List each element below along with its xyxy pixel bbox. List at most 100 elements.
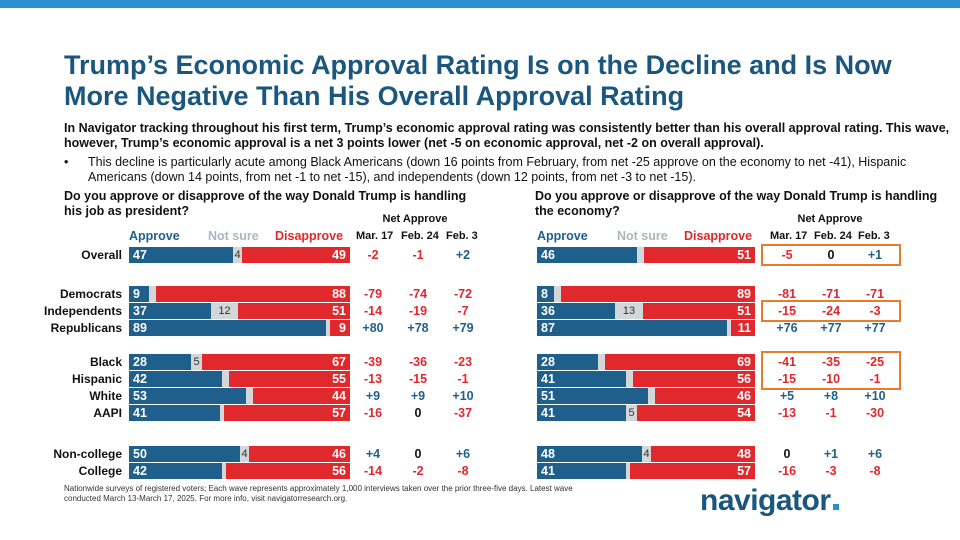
approve-value: 87 <box>541 321 555 335</box>
disapprove-value: 48 <box>737 447 751 461</box>
highlight-box <box>761 244 901 266</box>
approve-bar: 46 <box>537 247 637 263</box>
net-approve-value: -1 <box>412 248 424 262</box>
not-sure-value: 5 <box>628 407 635 419</box>
net-column-header: Feb. 3 <box>446 230 478 242</box>
net-approve-value: -14 <box>363 464 383 478</box>
not-sure-bar <box>554 286 561 302</box>
net-approve-value: -3 <box>869 304 881 318</box>
row-label: Non-college <box>53 447 122 461</box>
disapprove-value: 54 <box>737 406 751 420</box>
legend-disapprove: Disapprove <box>275 229 344 243</box>
net-approve-value: -15 <box>777 304 797 318</box>
row-label: College <box>78 464 122 478</box>
approve-bar: 28 <box>129 354 191 370</box>
approve-bar: 50 <box>129 446 240 462</box>
net-approve-value: +78 <box>407 321 429 335</box>
net-approve-value: -19 <box>408 304 428 318</box>
net-approve-value: +77 <box>820 321 842 335</box>
approve-value: 51 <box>541 389 555 403</box>
disapprove-bar: 11 <box>731 320 755 336</box>
disapprove-bar: 46 <box>249 446 350 462</box>
disapprove-bar: 55 <box>229 371 350 387</box>
legend-not-sure: Not sure <box>208 229 259 243</box>
approve-bar: 28 <box>537 354 598 370</box>
approve-bar: 41 <box>537 405 626 421</box>
approve-value: 50 <box>133 447 147 461</box>
not-sure-bar: 4 <box>642 446 651 462</box>
net-approve-value: -74 <box>408 287 428 301</box>
approve-value: 41 <box>541 406 555 420</box>
not-sure-bar <box>222 463 226 479</box>
disapprove-bar: 51 <box>238 303 350 319</box>
net-approve-value: -72 <box>453 287 473 301</box>
net-approve-value: +1 <box>867 248 883 262</box>
not-sure-bar <box>648 388 655 404</box>
not-sure-bar <box>220 405 224 421</box>
approve-value: 47 <box>133 248 147 262</box>
net-approve-value: -71 <box>821 287 841 301</box>
approve-bar: 87 <box>537 320 727 336</box>
disapprove-bar: 88 <box>156 286 350 302</box>
net-approve-value: +4 <box>365 447 381 461</box>
net-approve-value: -16 <box>777 464 797 478</box>
approve-value: 46 <box>541 248 555 262</box>
disapprove-bar: 56 <box>226 463 350 479</box>
net-approve-value: -24 <box>821 304 841 318</box>
net-approve-value: +79 <box>452 321 474 335</box>
net-approve-value: +6 <box>867 447 883 461</box>
disapprove-value: 9 <box>339 321 346 335</box>
net-approve-value: 0 <box>827 248 835 262</box>
disapprove-bar: 57 <box>630 463 755 479</box>
net-approve-value: -2 <box>367 248 379 262</box>
net-approve-value: +1 <box>823 447 839 461</box>
net-approve-header: Net Approve <box>797 213 863 225</box>
not-sure-value: 5 <box>193 356 200 368</box>
not-sure-bar: 4 <box>240 446 249 462</box>
net-approve-value: +6 <box>455 447 471 461</box>
legend-disapprove: Disapprove <box>684 229 753 243</box>
approve-value: 37 <box>133 304 147 318</box>
disapprove-value: 44 <box>332 389 346 403</box>
net-approve-value: 0 <box>414 447 422 461</box>
net-approve-value: -35 <box>821 355 841 369</box>
net-approve-value: -14 <box>363 304 383 318</box>
net-approve-value: +10 <box>452 389 474 403</box>
approve-bar: 41 <box>129 405 220 421</box>
net-approve-value: +5 <box>779 389 795 403</box>
not-sure-value: 4 <box>643 448 650 460</box>
bullet-marker: • <box>64 155 69 169</box>
approve-value: 36 <box>541 304 555 318</box>
approve-bar: 47 <box>129 247 233 263</box>
approve-bar: 8 <box>537 286 554 302</box>
net-approve-value: +76 <box>776 321 798 335</box>
net-approve-value: -1 <box>869 372 881 386</box>
not-sure-bar <box>598 354 605 370</box>
not-sure-bar <box>222 371 229 387</box>
navigator-logo: navigator <box>700 484 839 518</box>
net-approve-value: -16 <box>363 406 383 420</box>
approve-bar: 41 <box>537 463 626 479</box>
net-column-header: Mar. 17 <box>770 230 808 242</box>
question-title: Do you approve or disapprove of the way … <box>64 189 467 218</box>
disapprove-bar: 48 <box>651 446 755 462</box>
row-label: Black <box>89 355 122 369</box>
row-label: Republicans <box>50 321 122 335</box>
net-approve-value: -5 <box>781 248 793 262</box>
disapprove-value: 11 <box>737 321 751 335</box>
disapprove-bar: 9 <box>330 320 350 336</box>
disapprove-value: 69 <box>737 355 751 369</box>
net-approve-header: Net Approve <box>382 213 448 225</box>
approve-value: 48 <box>541 447 555 461</box>
logo-text: navigator <box>700 484 831 517</box>
disapprove-bar: 89 <box>561 286 755 302</box>
disapprove-bar: 69 <box>605 354 755 370</box>
net-approve-value: -8 <box>457 464 469 478</box>
net-approve-value: -13 <box>777 406 797 420</box>
net-approve-value: -15 <box>408 372 428 386</box>
disapprove-bar: 51 <box>643 303 755 319</box>
disapprove-bar: 49 <box>242 247 350 263</box>
net-approve-value: -8 <box>869 464 881 478</box>
net-approve-value: -71 <box>865 287 885 301</box>
approve-value: 89 <box>133 321 147 335</box>
